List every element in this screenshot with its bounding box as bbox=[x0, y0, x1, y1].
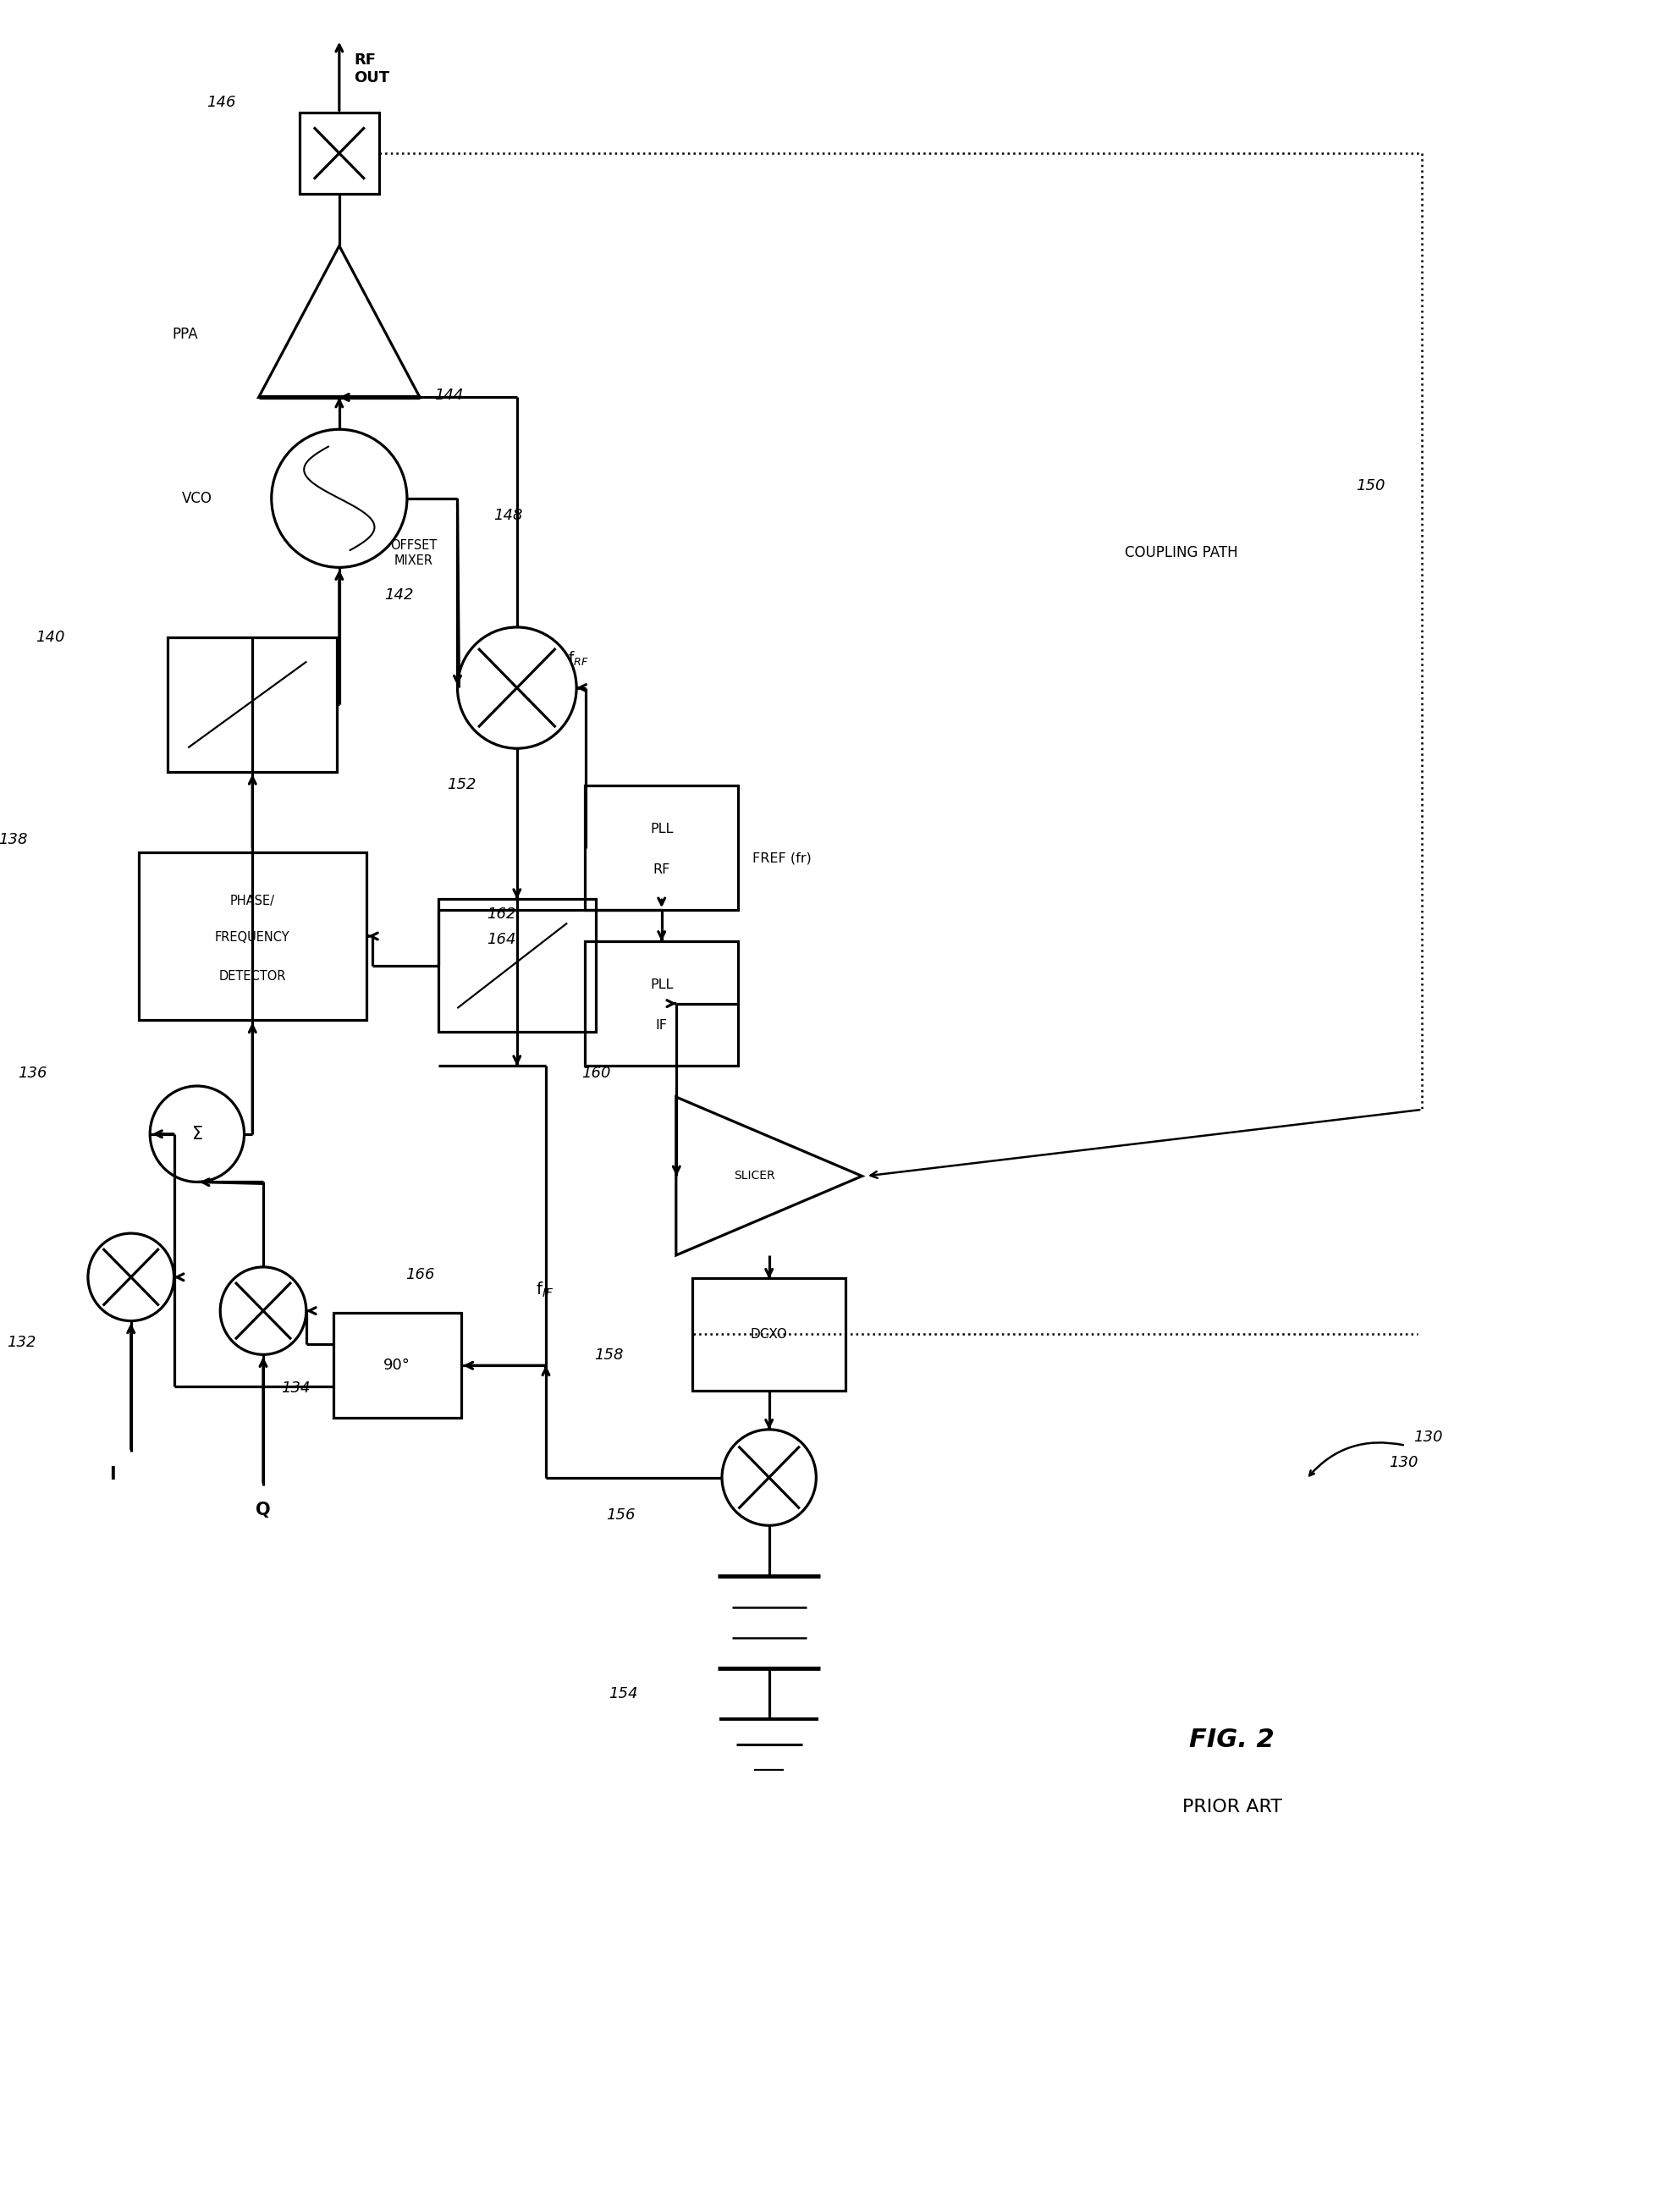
Text: PRIOR ART: PRIOR ART bbox=[1183, 1799, 1282, 1816]
Text: 90°: 90° bbox=[383, 1359, 410, 1374]
Text: PLL: PLL bbox=[650, 823, 674, 836]
Text: RF
OUT: RF OUT bbox=[354, 53, 390, 85]
Text: COUPLING PATH: COUPLING PATH bbox=[1124, 545, 1238, 560]
Text: 130: 130 bbox=[1415, 1429, 1443, 1444]
Text: 148: 148 bbox=[494, 508, 522, 523]
Text: OFFSET
MIXER: OFFSET MIXER bbox=[390, 540, 437, 567]
Text: 142: 142 bbox=[385, 589, 413, 604]
Text: 138: 138 bbox=[0, 831, 29, 847]
Text: 140: 140 bbox=[35, 630, 66, 645]
Text: FIG. 2: FIG. 2 bbox=[1189, 1729, 1275, 1753]
Bar bbox=[139, 851, 366, 1020]
Text: 164: 164 bbox=[487, 932, 516, 947]
Bar bbox=[692, 1278, 845, 1389]
Text: f$_{IF}$: f$_{IF}$ bbox=[536, 1280, 554, 1300]
Text: 160: 160 bbox=[581, 1066, 610, 1081]
Text: RF: RF bbox=[654, 864, 670, 875]
Text: 166: 166 bbox=[405, 1267, 435, 1282]
Text: DCXO: DCXO bbox=[751, 1328, 788, 1341]
Bar bbox=[585, 941, 738, 1066]
Text: 130: 130 bbox=[1389, 1455, 1418, 1470]
Text: IF: IF bbox=[655, 1020, 667, 1033]
Text: SLICER: SLICER bbox=[734, 1171, 774, 1182]
Text: 152: 152 bbox=[447, 777, 475, 792]
Text: Q: Q bbox=[255, 1501, 270, 1518]
Bar bbox=[438, 899, 595, 1033]
Text: I: I bbox=[109, 1466, 116, 1483]
Text: $\Sigma$: $\Sigma$ bbox=[192, 1125, 203, 1142]
Text: 162: 162 bbox=[487, 906, 516, 921]
Text: 132: 132 bbox=[7, 1335, 37, 1350]
Text: FREF (fr): FREF (fr) bbox=[753, 851, 811, 864]
Text: PHASE/: PHASE/ bbox=[230, 895, 276, 908]
Text: 144: 144 bbox=[435, 387, 464, 403]
Text: PPA: PPA bbox=[171, 326, 198, 341]
Text: FREQUENCY: FREQUENCY bbox=[215, 932, 291, 945]
Bar bbox=[333, 1313, 462, 1418]
Text: 158: 158 bbox=[593, 1348, 623, 1363]
Text: VCO: VCO bbox=[181, 490, 213, 505]
Text: 146: 146 bbox=[207, 94, 237, 109]
Bar bbox=[585, 785, 738, 910]
Bar bbox=[168, 637, 338, 772]
Text: 136: 136 bbox=[18, 1066, 47, 1081]
Text: 150: 150 bbox=[1356, 479, 1384, 492]
Text: 154: 154 bbox=[608, 1687, 638, 1702]
Text: 156: 156 bbox=[606, 1508, 635, 1523]
Text: PLL: PLL bbox=[650, 978, 674, 991]
Bar bbox=[299, 114, 380, 193]
Text: 134: 134 bbox=[281, 1381, 311, 1396]
Text: DETECTOR: DETECTOR bbox=[218, 969, 286, 982]
Text: f$_{RF}$: f$_{RF}$ bbox=[568, 650, 590, 667]
